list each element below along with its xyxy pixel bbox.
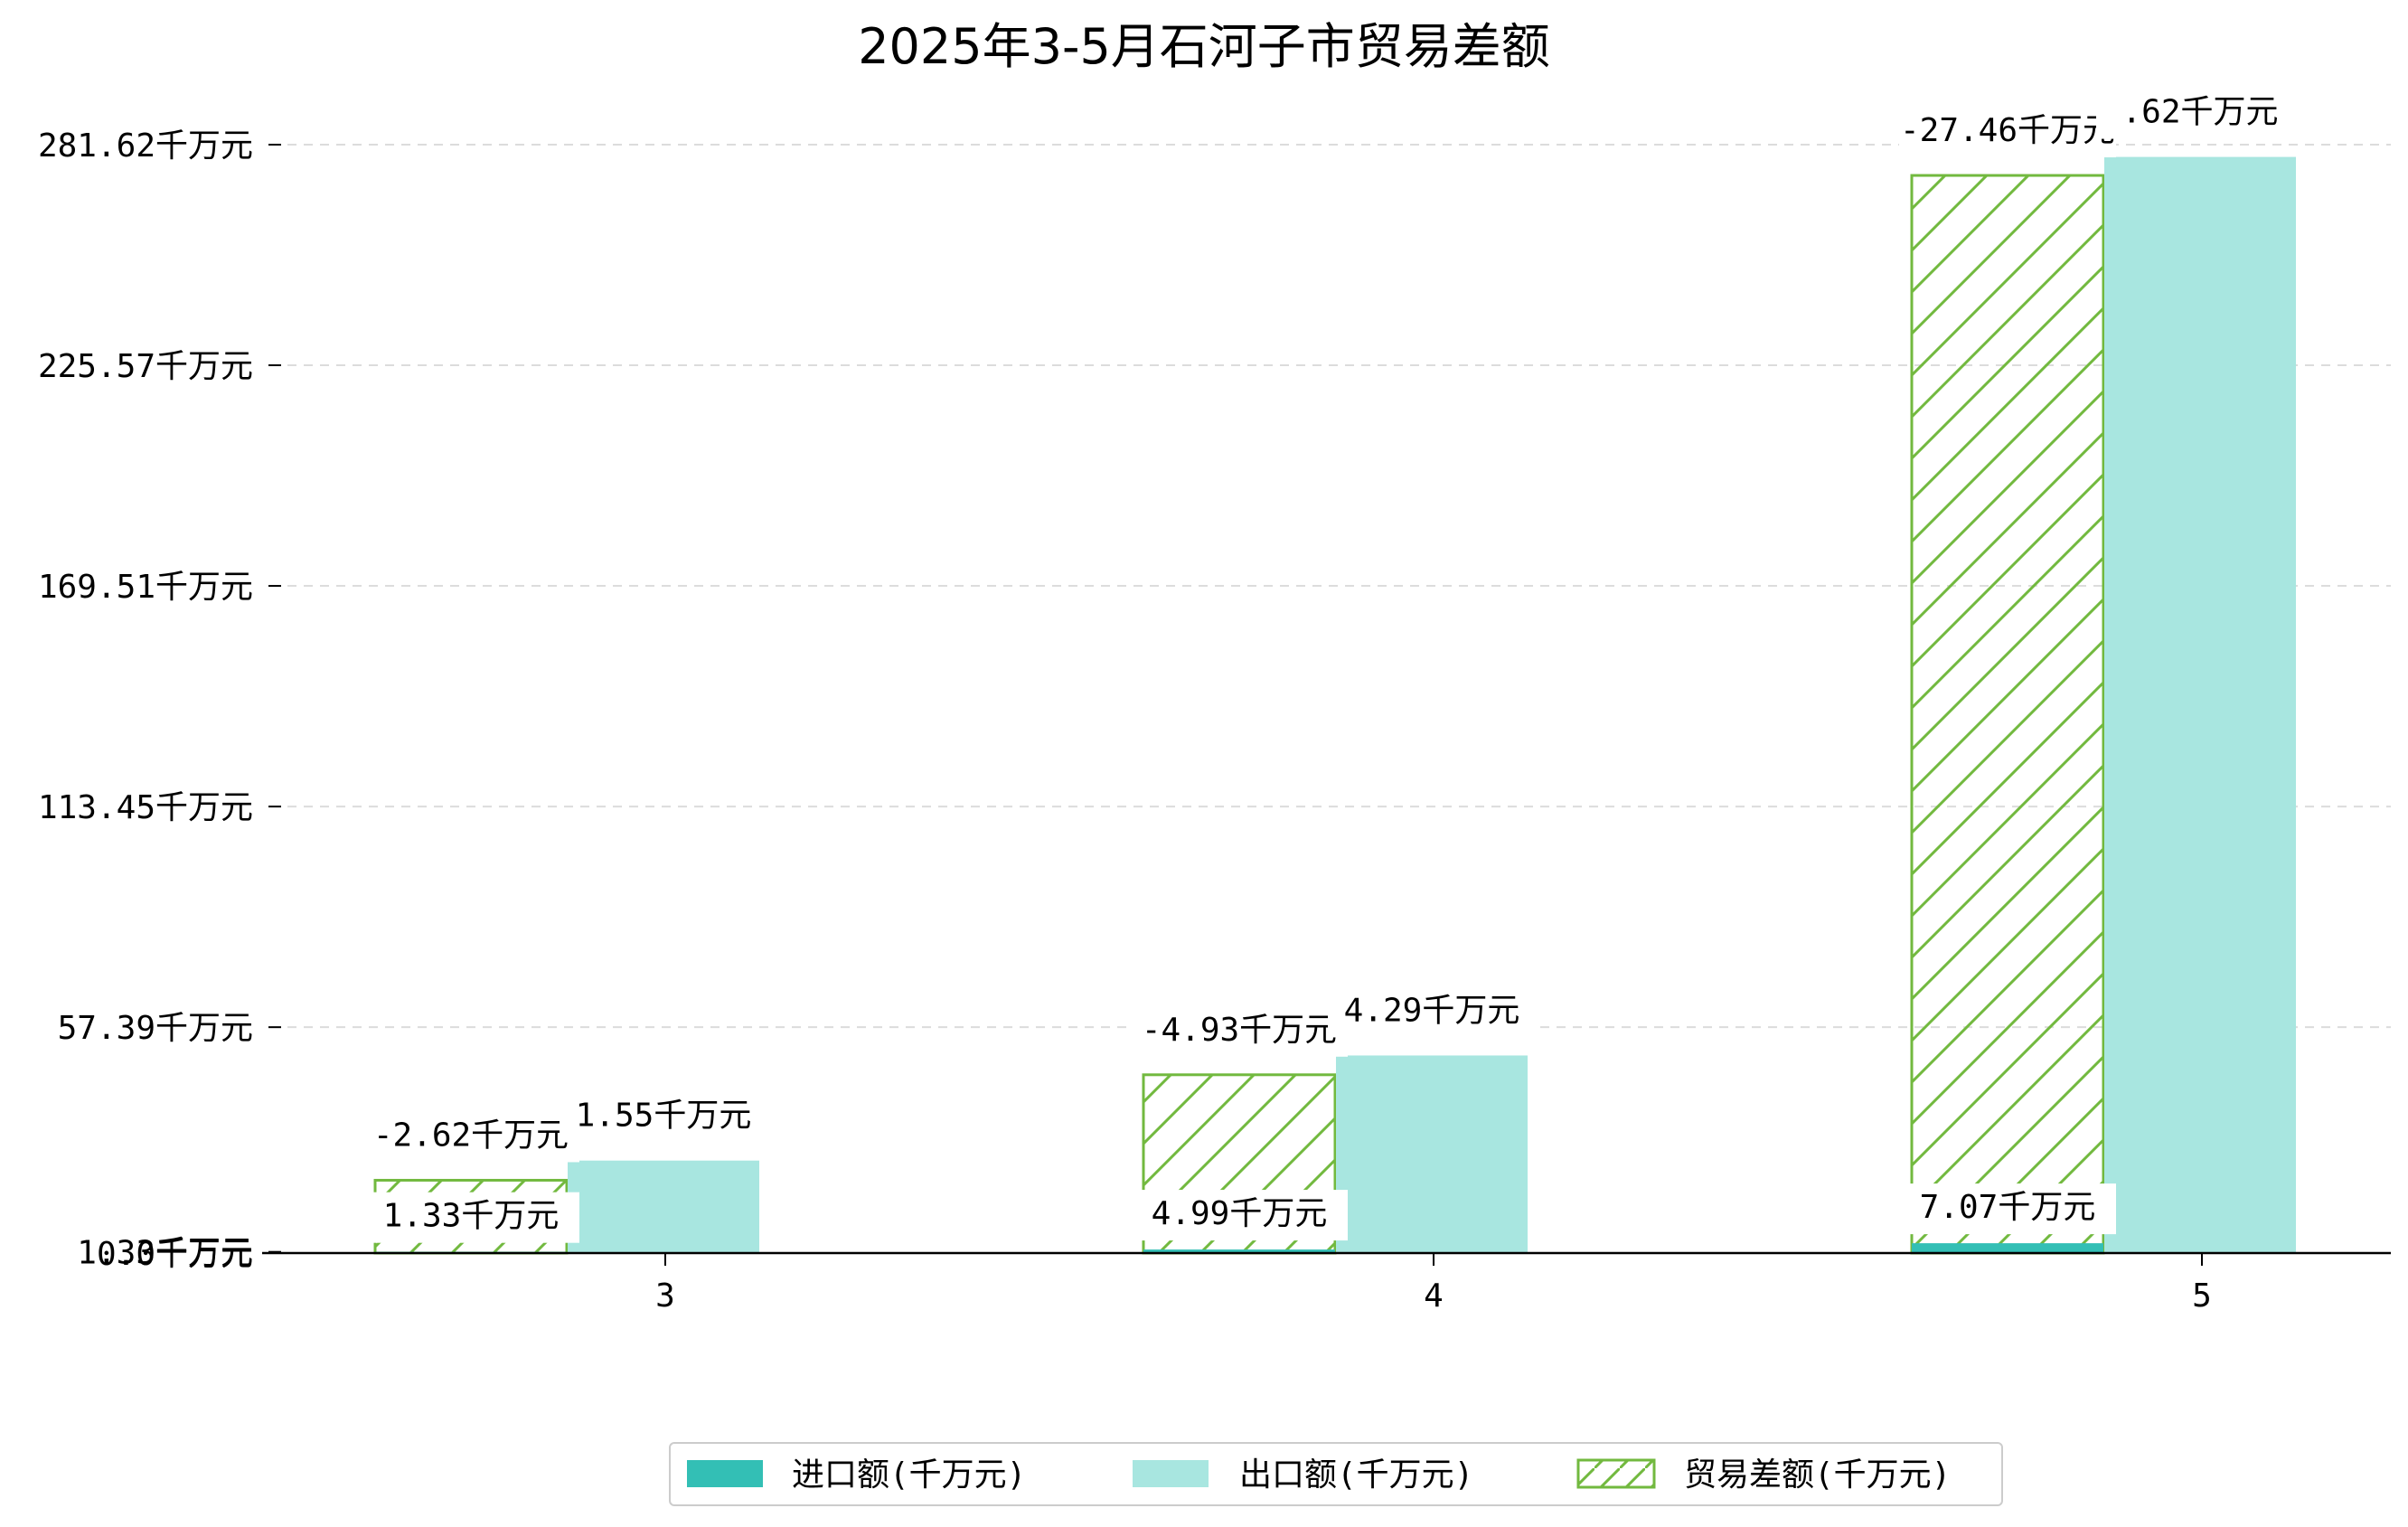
y-tick-label: 225.57千万元 <box>38 348 253 385</box>
value-label: -2.62千万元 <box>373 1117 569 1154</box>
y-tick-label: 57.39千万元 <box>58 1010 253 1047</box>
y-tick-label: 169.51千万元 <box>38 569 253 606</box>
x-axis: 3 4 5 <box>655 1253 2212 1315</box>
value-label: -4.93千万元 <box>1142 1012 1337 1049</box>
import-bar <box>1912 1243 2103 1253</box>
value-label: 1.33千万元 <box>383 1198 560 1235</box>
import-bar <box>1143 1249 1335 1253</box>
value-label: -27.46千万元 <box>1900 112 2115 149</box>
legend-label-export: 出口额(千万元) <box>1239 1456 1473 1494</box>
x-tick-label: 3 <box>655 1277 675 1315</box>
value-labels: -2.62千万元 -4.93千万元 -27.46千万元 1.33千万元 4.99千万元 7… <box>362 88 2304 1243</box>
value-label-box <box>1131 1190 1348 1241</box>
value-label-box <box>560 1091 767 1143</box>
export-bar <box>568 1160 759 1253</box>
bars <box>373 156 2296 1255</box>
legend-swatch-export <box>1133 1460 1209 1487</box>
value-label-box <box>2096 88 2304 139</box>
x-tick-label: 4 <box>1424 1277 1444 1315</box>
legend: 进口额(千万元) 出口额(千万元) 贸易差额(千万元) <box>669 1442 2003 1506</box>
legend-label-import: 进口额(千万元) <box>792 1456 1026 1494</box>
value-label: 1.55千万元 <box>576 1098 752 1135</box>
legend-label-balance: 贸易差额(千万元) <box>1684 1456 1951 1494</box>
export-bar <box>1336 1055 1528 1253</box>
balance-bar <box>1910 174 2105 1255</box>
value-label-box <box>1328 986 1536 1038</box>
legend-swatch-balance <box>1576 1458 1656 1489</box>
x-tick-label: 5 <box>2192 1277 2212 1315</box>
chart-title: 2025年3-5月石河子市贸易差额 <box>858 18 1550 75</box>
legend-swatch-import <box>687 1460 763 1487</box>
value-label: .62千万元 <box>2121 94 2278 131</box>
value-label-box <box>362 1192 579 1243</box>
y-tick-label: 0.0千万元 <box>97 1236 253 1273</box>
value-label-box <box>1131 1005 1348 1057</box>
legend-frame <box>669 1442 2003 1506</box>
value-label-box <box>362 1111 579 1163</box>
y-tick-label: 281.62千万元 <box>38 127 253 165</box>
value-label: 4.99千万元 <box>1152 1195 1328 1232</box>
value-label: 4.29千万元 <box>1344 992 1520 1029</box>
y-tick-label: 113.45千万元 <box>38 789 253 826</box>
value-label-box <box>1899 107 2116 158</box>
value-label-box <box>1899 1183 2116 1235</box>
export-bar <box>2104 156 2296 1254</box>
y-tick-label: 1.33千万元 <box>77 1235 253 1272</box>
value-label: 7.07千万元 <box>1920 1189 2096 1226</box>
